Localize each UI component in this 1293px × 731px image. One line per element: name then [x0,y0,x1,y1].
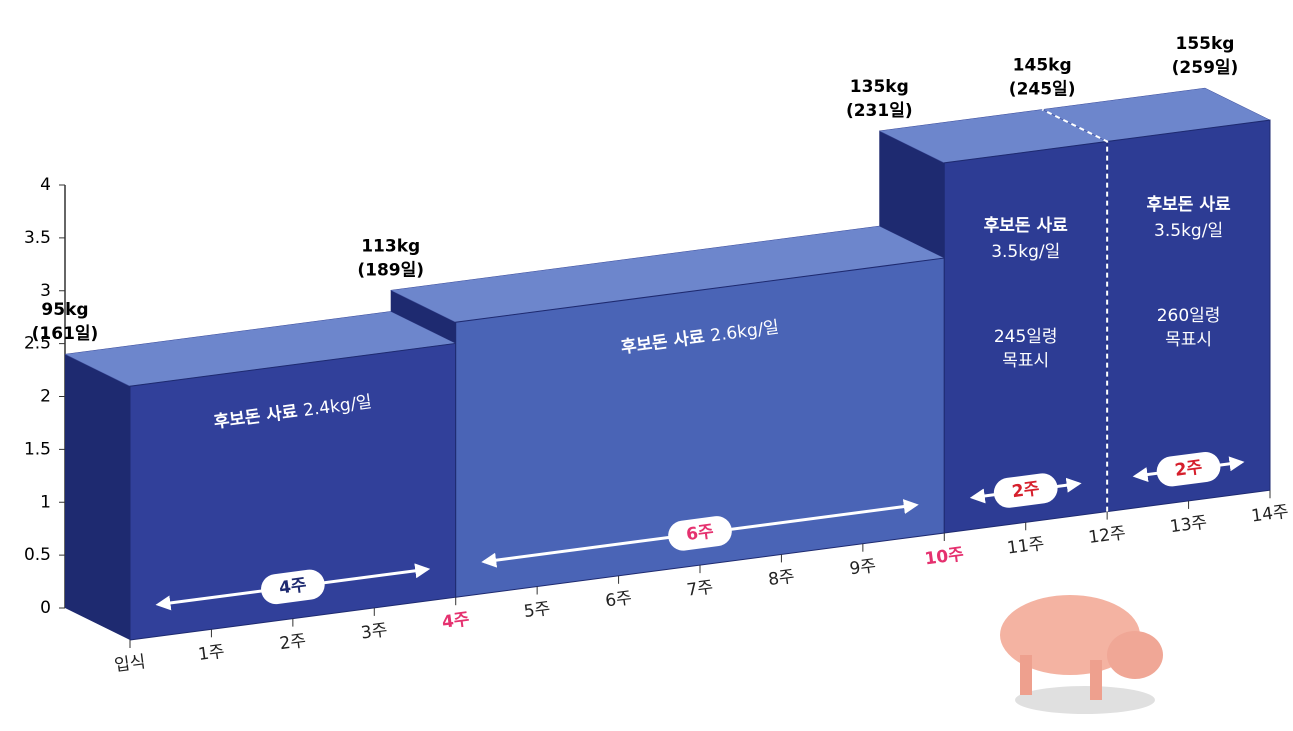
duration-label: 2주 [1011,479,1041,502]
duration-label: 6주 [685,522,715,545]
y-tick-label: 3 [40,281,51,301]
x-tick-label: 10주 [923,544,965,569]
age-label: (189일) [357,260,424,280]
value-label: 3.5kg/일 [991,242,1060,262]
note: 목표시 [1165,330,1212,350]
block-side [879,130,945,259]
age-label: (231일) [846,101,913,121]
weight-label: 113kg [361,236,420,256]
block-side [65,354,130,640]
note: 245일령 [994,327,1058,347]
x-tick-label: 12주 [1087,523,1127,548]
y-tick-label: 2.5 [24,334,51,354]
weight-label: 145kg [1013,55,1072,75]
weight-label: 95kg [41,300,88,320]
divider [1041,108,1109,512]
x-tick-label: 9주 [848,556,877,579]
age-label: (245일) [1009,79,1076,99]
feed-label: 후보돈 사료 [1147,194,1231,215]
weight-label: 135kg [850,77,909,97]
span-pill: 6주 [668,516,732,551]
y-tick-label: 1 [40,492,51,512]
y-tick-label: 3.5 [24,228,51,248]
pill [1156,451,1221,487]
pill [668,516,732,551]
pig [1000,595,1163,714]
duration-label: 2주 [1174,457,1204,480]
x-tick-label: 6주 [604,588,633,611]
x-tick-label: 입식 [113,652,147,676]
y-tick-label: 2 [40,387,51,407]
x-tick-label: 4주 [441,609,471,632]
pill [993,473,1058,508]
x-tick-label: 1주 [197,642,226,665]
x-tick-label: 7주 [686,577,715,600]
note: 260일령 [1157,306,1221,326]
y-tick-label: 0.5 [24,545,51,565]
x-tick-label: 2주 [278,631,307,654]
x-tick-label: 11주 [1006,534,1046,559]
y-tick-label: 0 [40,598,51,618]
y-tick-label: 4 [40,175,51,195]
block-side [390,290,456,344]
x-tick-label: 13주 [1169,513,1209,538]
age-label: (161일) [32,324,99,344]
note: 목표시 [1002,351,1049,371]
pill [261,569,325,605]
value-label: 3.5kg/일 [1154,221,1223,241]
x-tick-label: 5주 [523,599,552,622]
x-tick-label: 14주 [1250,502,1290,527]
weight-label: 155kg [1176,34,1235,54]
span-pill: 2주 [1156,451,1221,487]
x-tick-label: 3주 [360,620,389,643]
age-label: (259일) [1172,58,1239,78]
x-tick-label: 8주 [767,567,796,590]
span-pill: 4주 [261,569,325,605]
feed-label: 후보돈 사료 [984,215,1068,236]
y-tick-label: 1.5 [24,439,51,459]
span-pill: 2주 [993,473,1058,508]
duration-label: 4주 [278,575,308,598]
